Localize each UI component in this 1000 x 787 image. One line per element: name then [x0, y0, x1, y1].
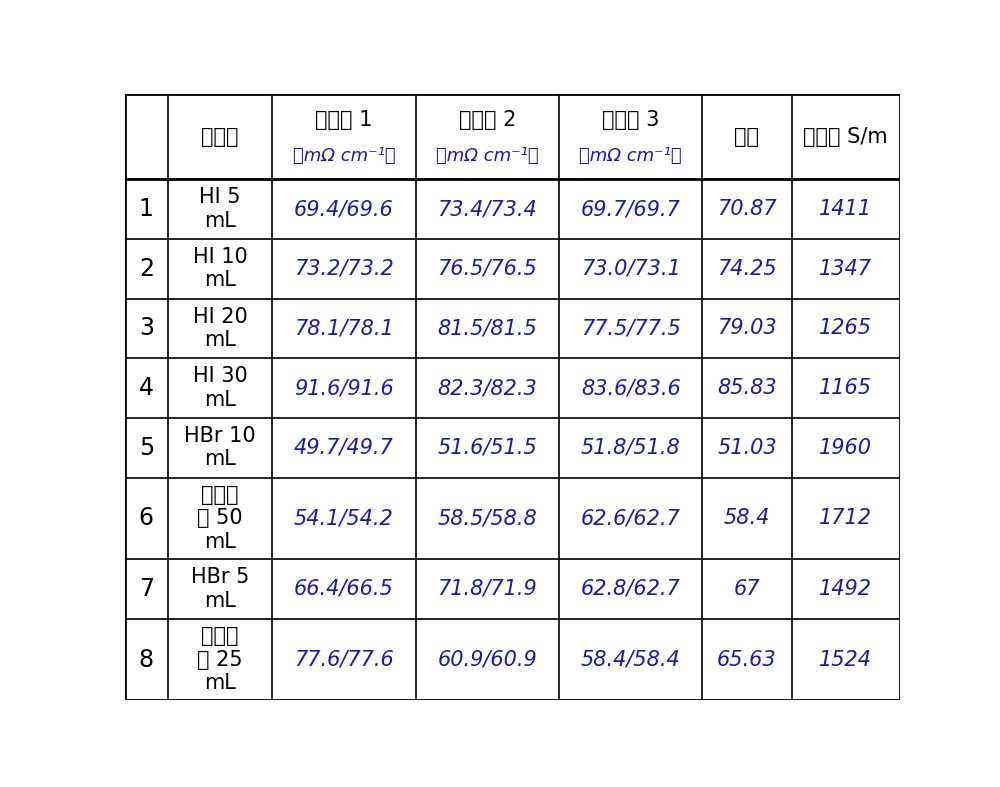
Text: 76.5/76.5: 76.5/76.5 — [437, 259, 537, 279]
Text: 60.9/60.9: 60.9/60.9 — [437, 649, 537, 670]
Text: 抗坂血
酸 25
mL: 抗坂血 酸 25 mL — [197, 626, 243, 693]
Text: 1: 1 — [139, 197, 154, 221]
Text: 73.0/73.1: 73.0/73.1 — [581, 259, 681, 279]
Text: 58.5/58.8: 58.5/58.8 — [437, 508, 537, 528]
Text: 62.6/62.7: 62.6/62.7 — [581, 508, 681, 528]
Text: 3: 3 — [139, 316, 154, 340]
Text: 74.25: 74.25 — [717, 259, 777, 279]
Text: 51.6/51.5: 51.6/51.5 — [437, 438, 537, 458]
Text: 58.4: 58.4 — [724, 508, 770, 528]
Text: 54.1/54.2: 54.1/54.2 — [294, 508, 394, 528]
Text: 58.4/58.4: 58.4/58.4 — [581, 649, 681, 670]
Text: （mΩ cm⁻¹）: （mΩ cm⁻¹） — [436, 147, 539, 165]
Text: 62.8/62.7: 62.8/62.7 — [581, 579, 681, 599]
Text: 1265: 1265 — [819, 319, 872, 338]
Text: 91.6/91.6: 91.6/91.6 — [294, 378, 394, 398]
Text: HI 10
mL: HI 10 mL — [193, 247, 247, 290]
Text: 51.03: 51.03 — [717, 438, 777, 458]
Text: （mΩ cm⁻¹）: （mΩ cm⁻¹） — [579, 147, 682, 165]
Text: 电阱率 1: 电阱率 1 — [315, 110, 373, 130]
Text: 5: 5 — [139, 436, 154, 460]
Text: 71.8/71.9: 71.8/71.9 — [437, 579, 537, 599]
Text: 1347: 1347 — [819, 259, 872, 279]
Text: HI 20
mL: HI 20 mL — [193, 307, 247, 350]
Text: 49.7/49.7: 49.7/49.7 — [294, 438, 394, 458]
Text: 还原剂: 还原剂 — [201, 127, 239, 147]
Text: 2: 2 — [139, 257, 154, 281]
Text: 78.1/78.1: 78.1/78.1 — [294, 319, 394, 338]
Text: 4: 4 — [139, 376, 154, 400]
Text: 73.2/73.2: 73.2/73.2 — [294, 259, 394, 279]
Text: 8: 8 — [139, 648, 154, 671]
Text: 1492: 1492 — [819, 579, 872, 599]
Text: HI 5
mL: HI 5 mL — [199, 187, 241, 231]
Text: HBr 10
mL: HBr 10 mL — [184, 426, 256, 469]
Text: 1411: 1411 — [819, 199, 872, 219]
Text: 77.5/77.5: 77.5/77.5 — [581, 319, 681, 338]
Text: 1960: 1960 — [819, 438, 872, 458]
Text: 69.4/69.6: 69.4/69.6 — [294, 199, 394, 219]
Text: HI 30
mL: HI 30 mL — [193, 367, 247, 409]
Text: 1524: 1524 — [819, 649, 872, 670]
Text: 85.83: 85.83 — [717, 378, 777, 398]
Text: 70.87: 70.87 — [717, 199, 777, 219]
Text: 平均: 平均 — [734, 127, 759, 147]
Text: 抗坂血
酸 50
mL: 抗坂血 酸 50 mL — [197, 485, 243, 552]
Text: 77.6/77.6: 77.6/77.6 — [294, 649, 394, 670]
Text: （mΩ cm⁻¹）: （mΩ cm⁻¹） — [293, 147, 395, 165]
Text: 电导率 S/m: 电导率 S/m — [803, 127, 888, 147]
Text: 81.5/81.5: 81.5/81.5 — [437, 319, 537, 338]
Text: 51.8/51.8: 51.8/51.8 — [581, 438, 681, 458]
Text: 65.63: 65.63 — [717, 649, 777, 670]
Text: 73.4/73.4: 73.4/73.4 — [437, 199, 537, 219]
Text: 1165: 1165 — [819, 378, 872, 398]
Text: 66.4/66.5: 66.4/66.5 — [294, 579, 394, 599]
Text: 79.03: 79.03 — [717, 319, 777, 338]
Text: 69.7/69.7: 69.7/69.7 — [581, 199, 681, 219]
Text: 67: 67 — [734, 579, 760, 599]
Text: 电阱率 3: 电阱率 3 — [602, 110, 659, 130]
Text: 6: 6 — [139, 506, 154, 530]
Text: 电阱率 2: 电阱率 2 — [459, 110, 516, 130]
Text: 83.6/83.6: 83.6/83.6 — [581, 378, 681, 398]
Text: 82.3/82.3: 82.3/82.3 — [437, 378, 537, 398]
Text: HBr 5
mL: HBr 5 mL — [191, 567, 249, 611]
Text: 7: 7 — [139, 577, 154, 601]
Text: 1712: 1712 — [819, 508, 872, 528]
